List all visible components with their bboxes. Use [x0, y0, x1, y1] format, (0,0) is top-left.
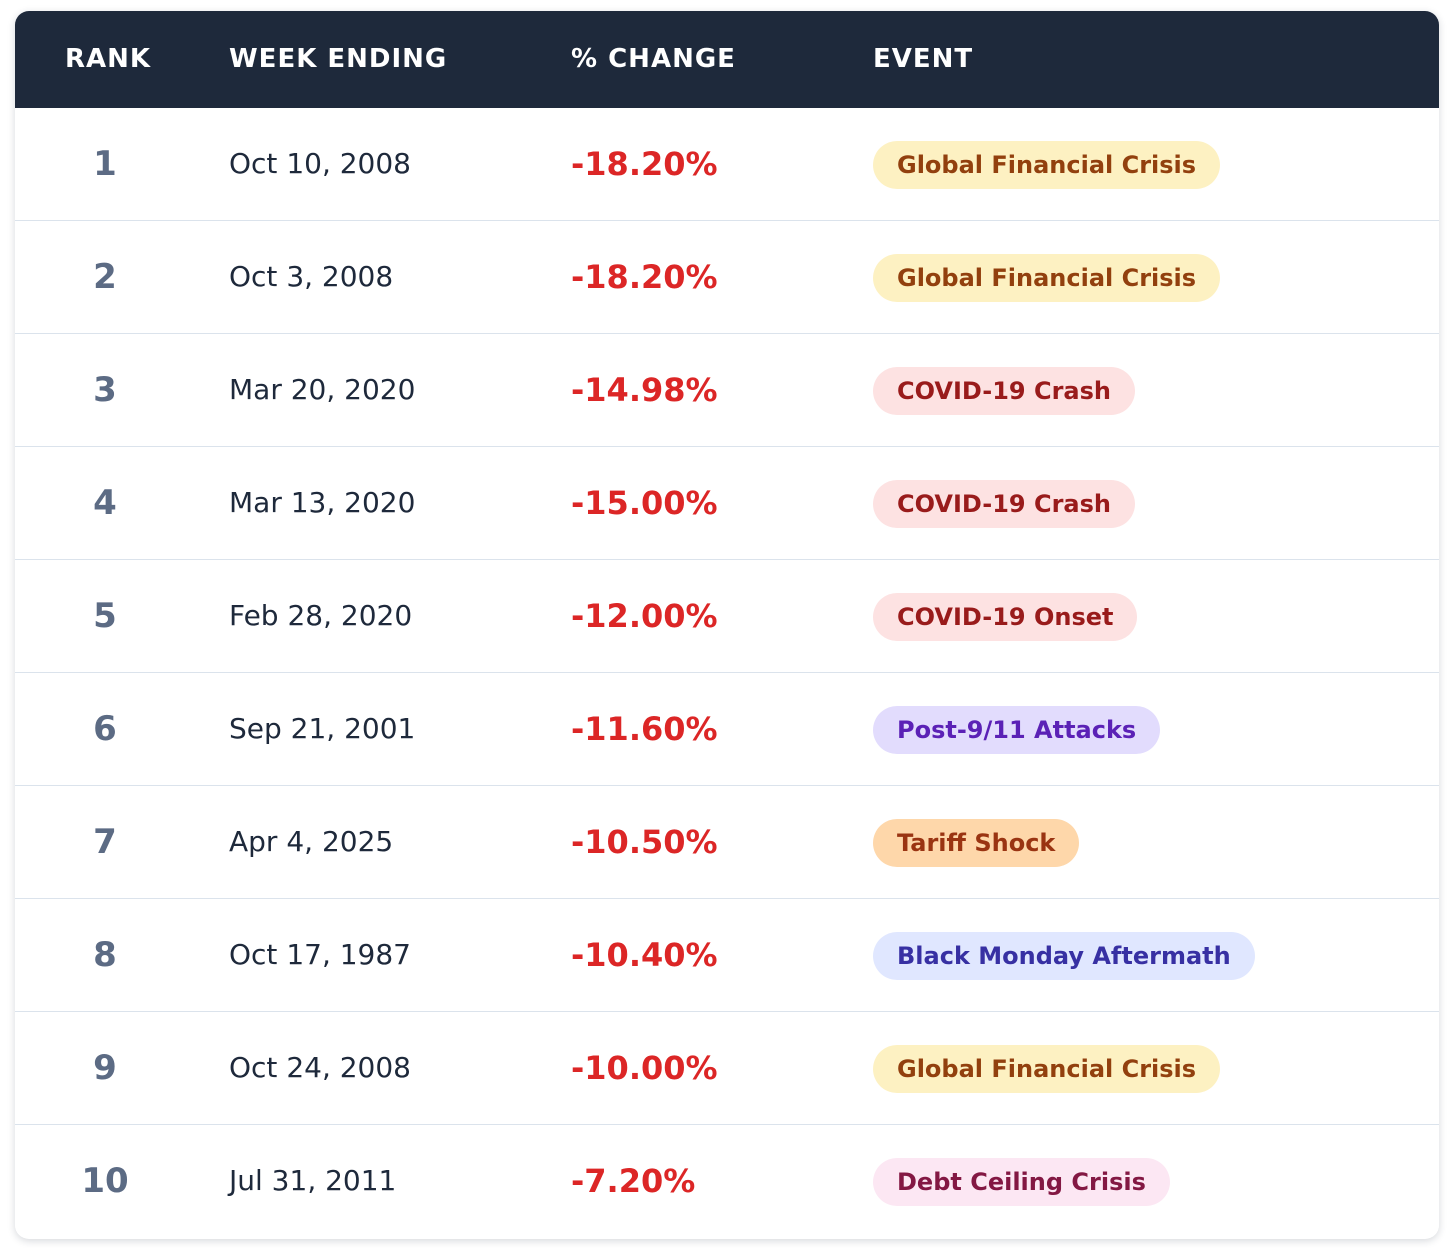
percent-change-cell: -10.00%: [571, 1049, 718, 1087]
event-badge: COVID-19 Crash: [873, 366, 1135, 415]
table-row: 9 Oct 24, 2008 -10.00% Global Financial Cri…: [15, 1012, 1439, 1125]
table-row: 8 Oct 17, 1987 -10.40% Black Monday Afterma…: [15, 899, 1439, 1012]
week-ending-cell: Oct 3, 2008: [229, 260, 394, 293]
table-body: 1 Oct 10, 2008 -18.20% Global Financial Cri…: [15, 108, 1439, 1237]
week-ending-cell: Oct 17, 1987: [229, 938, 411, 971]
percent-change-cell: -14.98%: [571, 371, 718, 409]
event-badge: Black Monday Aftermath: [873, 931, 1255, 980]
percent-change-cell: -11.60%: [571, 710, 718, 748]
table-row: 10 Jul 31, 2011 -7.20% Debt Ceiling Crisis: [15, 1125, 1439, 1237]
rank-cell: 3: [93, 370, 117, 410]
event-badge: Debt Ceiling Crisis: [873, 1157, 1170, 1206]
table-row: 7 Apr 4, 2025 -10.50% Tariff Shock: [15, 786, 1439, 899]
percent-change-cell: -18.20%: [571, 258, 718, 296]
table-header: RANK WEEK ENDING % CHANGE EVENT: [15, 11, 1439, 108]
column-header-week-ending: WEEK ENDING: [229, 44, 448, 74]
percent-change-cell: -18.20%: [571, 145, 718, 183]
table-row: 6 Sep 21, 2001 -11.60% Post-9/11 Attacks: [15, 673, 1439, 786]
column-header-rank: RANK: [65, 44, 152, 74]
rank-cell: 4: [93, 483, 117, 523]
table-row: 5 Feb 28, 2020 -12.00% COVID-19 Onset: [15, 560, 1439, 673]
event-cell: Debt Ceiling Crisis: [873, 1125, 1170, 1237]
percent-change-cell: -15.00%: [571, 484, 718, 522]
event-cell: Black Monday Aftermath: [873, 899, 1255, 1011]
week-ending-cell: Jul 31, 2011: [229, 1164, 397, 1197]
event-cell: COVID-19 Onset: [873, 560, 1138, 672]
column-header-event: EVENT: [873, 44, 974, 74]
rank-cell: 7: [93, 822, 117, 862]
event-cell: Post-9/11 Attacks: [873, 673, 1161, 785]
rank-cell: 10: [81, 1161, 129, 1201]
column-header-change: % CHANGE: [571, 44, 736, 74]
event-cell: COVID-19 Crash: [873, 334, 1135, 446]
table-row: 1 Oct 10, 2008 -18.20% Global Financial Cri…: [15, 108, 1439, 221]
percent-change-cell: -10.50%: [571, 823, 718, 861]
week-ending-cell: Feb 28, 2020: [229, 599, 413, 632]
percent-change-cell: -7.20%: [571, 1162, 696, 1200]
rank-cell: 9: [93, 1048, 117, 1088]
percent-change-cell: -12.00%: [571, 597, 718, 635]
week-ending-cell: Apr 4, 2025: [229, 825, 394, 858]
event-cell: Tariff Shock: [873, 786, 1080, 898]
event-badge: Global Financial Crisis: [873, 140, 1221, 189]
week-ending-cell: Mar 20, 2020: [229, 373, 416, 406]
event-badge: Global Financial Crisis: [873, 253, 1221, 302]
event-badge: COVID-19 Crash: [873, 479, 1135, 528]
week-ending-cell: Sep 21, 2001: [229, 712, 416, 745]
event-cell: Global Financial Crisis: [873, 1012, 1221, 1124]
event-cell: Global Financial Crisis: [873, 108, 1221, 220]
event-badge: Global Financial Crisis: [873, 1044, 1221, 1093]
worst-weeks-table: RANK WEEK ENDING % CHANGE EVENT 1 Oct 10,…: [15, 11, 1439, 1239]
table-row: 3 Mar 20, 2020 -14.98% COVID-19 Crash: [15, 334, 1439, 447]
event-badge: Tariff Shock: [873, 818, 1080, 867]
event-badge: COVID-19 Onset: [873, 592, 1138, 641]
event-cell: Global Financial Crisis: [873, 221, 1221, 333]
event-cell: COVID-19 Crash: [873, 447, 1135, 559]
week-ending-cell: Oct 24, 2008: [229, 1051, 411, 1084]
rank-cell: 2: [93, 257, 117, 297]
week-ending-cell: Mar 13, 2020: [229, 486, 416, 519]
event-badge: Post-9/11 Attacks: [873, 705, 1161, 754]
rank-cell: 8: [93, 935, 117, 975]
week-ending-cell: Oct 10, 2008: [229, 147, 411, 180]
percent-change-cell: -10.40%: [571, 936, 718, 974]
rank-cell: 5: [93, 596, 117, 636]
table-row: 2 Oct 3, 2008 -18.20% Global Financial Cris…: [15, 221, 1439, 334]
table-row: 4 Mar 13, 2020 -15.00% COVID-19 Crash: [15, 447, 1439, 560]
rank-cell: 6: [93, 709, 117, 749]
rank-cell: 1: [93, 144, 117, 184]
